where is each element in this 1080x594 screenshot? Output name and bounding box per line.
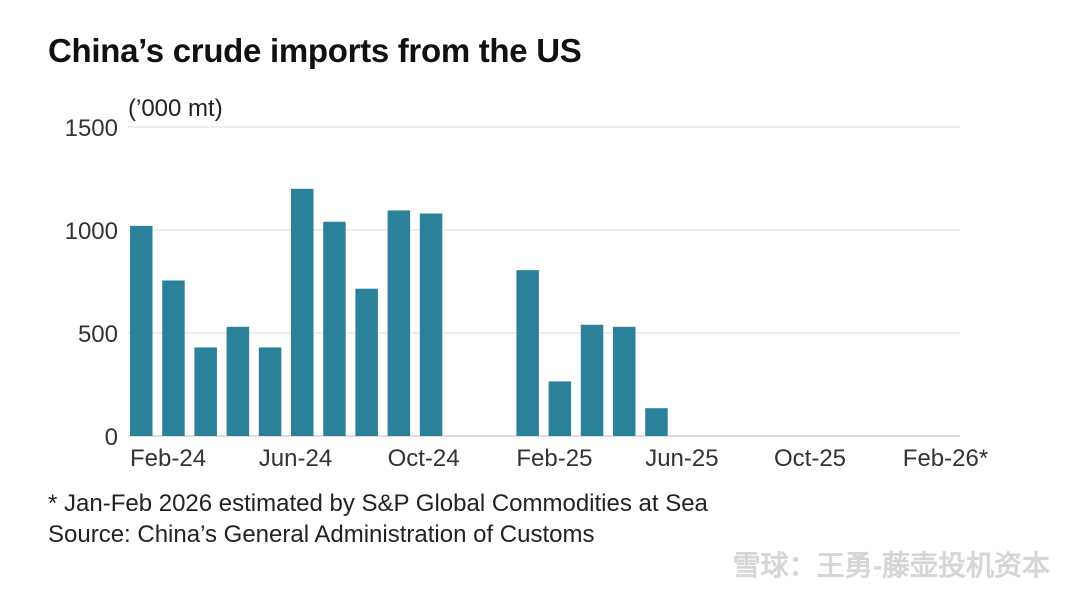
y-tick-label: 500 xyxy=(78,321,118,348)
bar-Mar-25 xyxy=(548,381,572,436)
footnote: * Jan-Feb 2026 estimated by S&P Global C… xyxy=(48,488,708,550)
x-tick-label: Feb-26* xyxy=(903,445,988,472)
footnote-source: Source: China’s General Administration o… xyxy=(48,521,595,548)
x-axis-ticks: Feb-24 Jun-24 Oct-24 Feb-25 Jun-25 Oct-25 Feb-… xyxy=(130,445,988,472)
bar-Jun-24 xyxy=(258,347,282,436)
bar-Mar-24 xyxy=(162,280,185,436)
bar-Jun-25 xyxy=(645,408,668,436)
bar-May-25 xyxy=(613,326,636,436)
footnote-estimate: * Jan-Feb 2026 estimated by S&P Global C… xyxy=(48,490,708,517)
bar-Oct-24 xyxy=(387,210,411,436)
x-tick-label: Jun-24 xyxy=(259,445,332,472)
x-tick-label: Jun-25 xyxy=(645,445,718,472)
y-tick-label: 0 xyxy=(105,424,118,451)
bar-Nov-24 xyxy=(419,213,443,436)
bar-Feb-24 xyxy=(130,225,153,436)
x-tick-label: Feb-24 xyxy=(130,445,206,472)
gridlines xyxy=(128,126,960,437)
bar-Apr-24 xyxy=(194,347,217,436)
bar-Apr-25 xyxy=(580,324,604,436)
bar-Aug-24 xyxy=(323,221,346,436)
bar-May-24 xyxy=(226,326,250,436)
bar-Sep-24 xyxy=(355,288,378,436)
y-axis-ticks: 0 500 1000 1500 xyxy=(65,115,118,451)
x-tick-label: Oct-24 xyxy=(388,445,460,472)
bars xyxy=(130,188,668,436)
bar-Feb-25 xyxy=(516,270,539,436)
watermark: 雪球：王勇-藤壶投机资本 xyxy=(732,550,1050,581)
y-tick-label: 1000 xyxy=(65,218,118,245)
y-axis-label: (’000 mt) xyxy=(128,95,223,122)
y-tick-label: 1500 xyxy=(65,115,118,142)
x-tick-label: Feb-25 xyxy=(516,445,592,472)
x-tick-label: Oct-25 xyxy=(774,445,846,472)
chart-title: China’s crude imports from the US xyxy=(48,32,582,69)
bar-Jul-24 xyxy=(291,188,314,436)
